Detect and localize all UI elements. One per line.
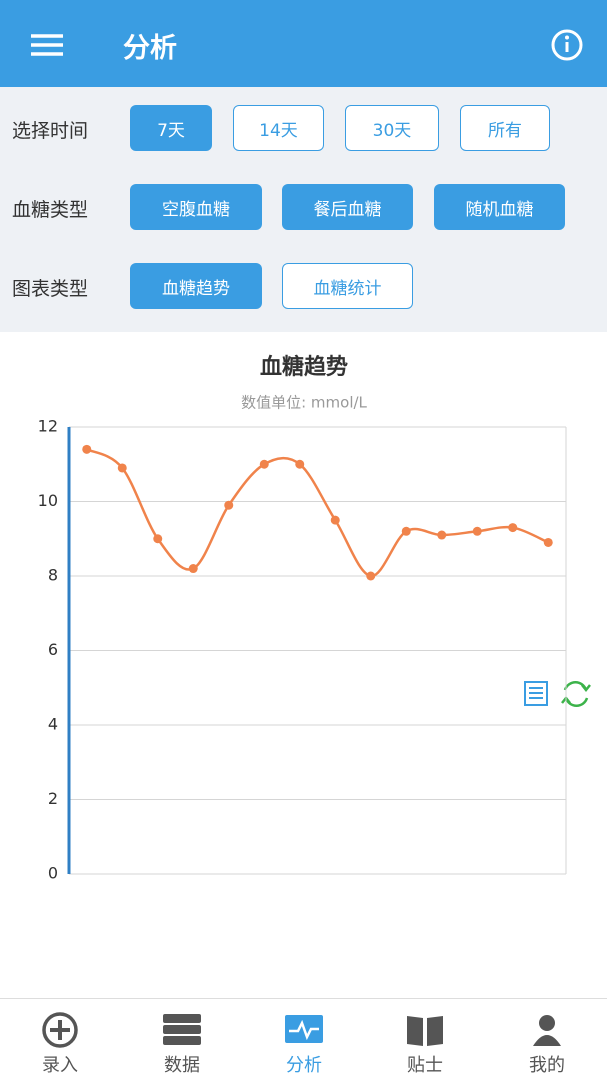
- info-icon[interactable]: [551, 29, 583, 61]
- data-point: [153, 534, 163, 544]
- filter-button[interactable]: 血糖统计: [282, 263, 413, 309]
- nav-label[interactable]: 分析: [286, 1055, 322, 1076]
- menu-icon[interactable]: [31, 34, 63, 56]
- data-point: [401, 526, 411, 536]
- data-point: [437, 530, 447, 540]
- filter-button[interactable]: 空腹血糖: [130, 184, 262, 230]
- nav-icon[interactable]: [284, 1010, 324, 1050]
- chart-subtitle: 数值单位: mmol/L: [241, 394, 367, 412]
- nav-icon[interactable]: [162, 1010, 202, 1050]
- header-icons: [31, 29, 583, 61]
- chart-title: 血糖趋势: [260, 354, 348, 380]
- filter-button[interactable]: 7天: [130, 105, 212, 151]
- y-tick-label: 10: [38, 491, 58, 510]
- y-tick-label: 6: [48, 640, 58, 659]
- data-point: [224, 500, 234, 510]
- data-point: [117, 463, 127, 473]
- data-point: [330, 515, 340, 525]
- filter-label: 血糖类型: [12, 199, 89, 221]
- data-point: [472, 526, 482, 536]
- data-point: [188, 564, 198, 574]
- filter-panel: 选择时间 7天 14天 30天 所有血糖类型 空腹血糖 餐后血糖 随机血糖图表类型 血糖趋势 血糖…: [0, 87, 607, 332]
- filter-label: 选择时间: [12, 120, 89, 142]
- filter-button[interactable]: 随机血糖: [434, 184, 565, 230]
- nav-label[interactable]: 录入: [42, 1055, 78, 1076]
- y-tick-label: 8: [48, 566, 58, 585]
- y-tick-label: 12: [38, 417, 58, 436]
- filter-button[interactable]: 30天: [345, 105, 439, 151]
- nav-icon[interactable]: [527, 1010, 567, 1050]
- data-point: [82, 444, 92, 454]
- nav-label[interactable]: 贴士: [407, 1055, 443, 1076]
- y-tick-label: 2: [48, 789, 58, 808]
- nav-label[interactable]: 我的: [529, 1055, 565, 1076]
- data-point: [295, 459, 305, 469]
- nav-icon[interactable]: [40, 1010, 80, 1050]
- filter-button[interactable]: 餐后血糖: [282, 184, 413, 230]
- y-tick-label: 4: [48, 715, 58, 734]
- data-point: [366, 571, 376, 581]
- nav-label[interactable]: 数据: [164, 1055, 200, 1076]
- nav-icon[interactable]: [405, 1010, 445, 1050]
- header: 分析: [0, 0, 607, 87]
- data-line: [86, 448, 549, 578]
- data-point: [259, 459, 269, 469]
- bottom-nav: 录入 数据 分析 贴士 我的: [0, 998, 607, 1081]
- data-point: [543, 537, 553, 547]
- filter-button[interactable]: 所有: [460, 105, 550, 151]
- page-title: 分析: [123, 33, 177, 64]
- filter-button[interactable]: 血糖趋势: [130, 263, 262, 309]
- list-icon[interactable]: [524, 681, 548, 706]
- data-point: [508, 523, 518, 533]
- y-tick-label: 0: [48, 864, 58, 883]
- filter-button[interactable]: 14天: [233, 105, 324, 151]
- filter-label: 图表类型: [12, 278, 89, 300]
